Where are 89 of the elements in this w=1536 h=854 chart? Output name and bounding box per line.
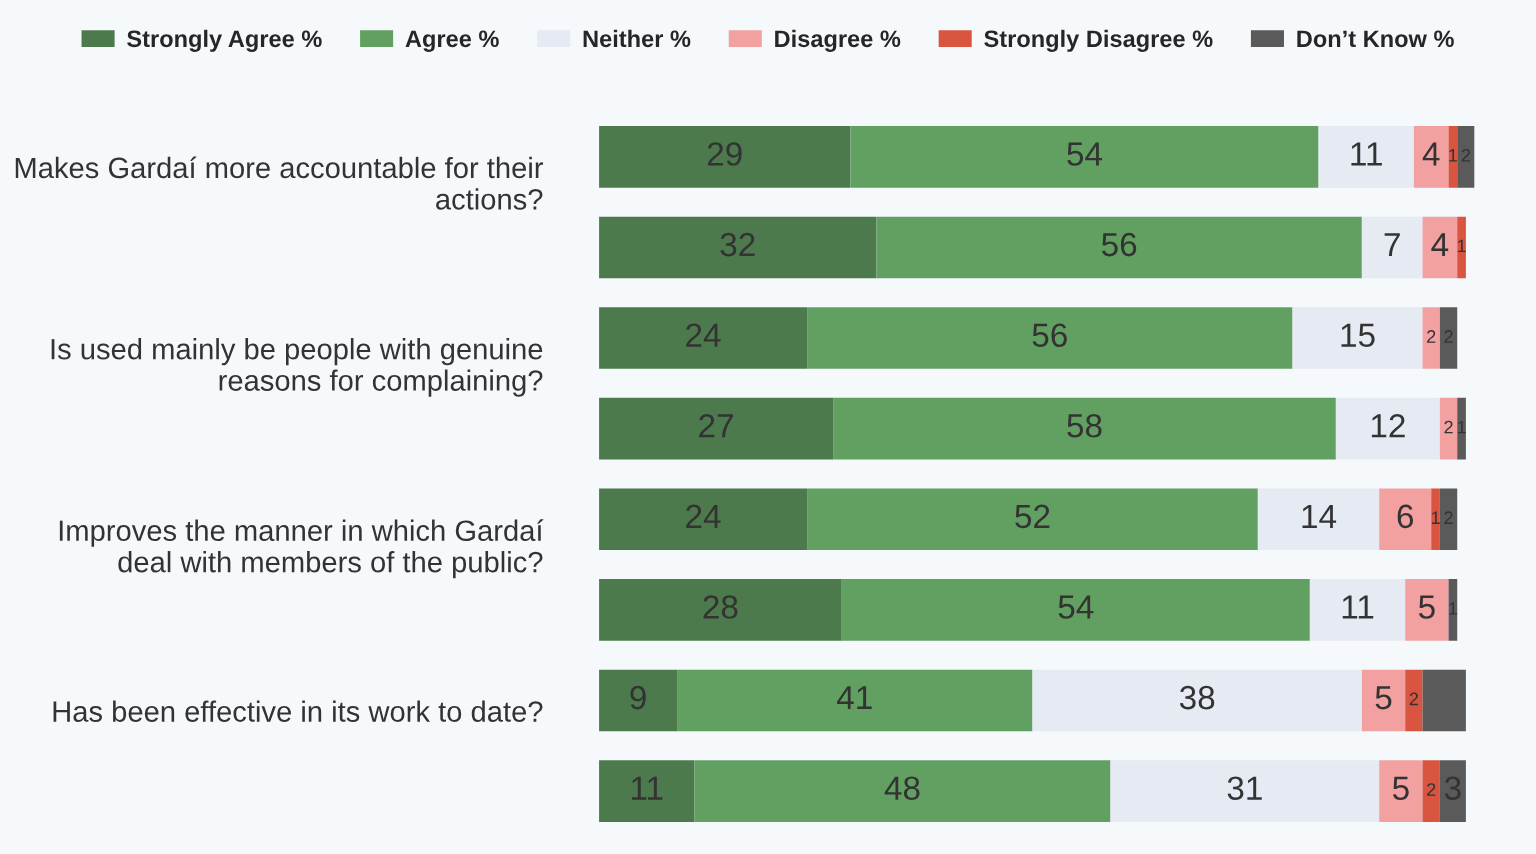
bar bbox=[1361, 669, 1406, 732]
bar bbox=[850, 126, 1319, 188]
data-label: 32 bbox=[720, 232, 755, 257]
legend-label: Neither % bbox=[583, 29, 691, 48]
legend-label: Strongly Disagree % bbox=[984, 29, 1213, 52]
bar bbox=[599, 126, 851, 188]
bar bbox=[807, 307, 1293, 369]
data-label: 48 bbox=[884, 776, 920, 801]
bar bbox=[677, 669, 1033, 732]
bar bbox=[1379, 488, 1432, 551]
data-label: 56 bbox=[1032, 323, 1067, 348]
data-label: 2 bbox=[1427, 783, 1436, 796]
data-label: 5 bbox=[1418, 595, 1435, 619]
data-label: 11 bbox=[631, 776, 663, 800]
bar bbox=[1422, 669, 1466, 732]
data-label: 58 bbox=[1067, 414, 1102, 438]
bar bbox=[833, 397, 1336, 460]
data-label: 5 bbox=[1392, 776, 1409, 801]
bar bbox=[1257, 488, 1380, 551]
bar bbox=[841, 579, 1310, 641]
bar bbox=[1457, 126, 1475, 188]
data-label: 1 bbox=[1449, 149, 1458, 162]
data-label: 6 bbox=[1397, 504, 1414, 529]
legend-label: Agree % bbox=[405, 30, 499, 52]
data-label: 38 bbox=[1179, 685, 1215, 710]
bar bbox=[1292, 307, 1423, 369]
bar bbox=[1379, 760, 1423, 822]
bar bbox=[599, 669, 678, 732]
data-label: 12 bbox=[1371, 414, 1405, 438]
data-label: 56 bbox=[1101, 232, 1137, 257]
data-label: 15 bbox=[1341, 323, 1375, 348]
data-label: 54 bbox=[1067, 142, 1103, 166]
bar bbox=[599, 397, 834, 460]
data-label: 4 bbox=[1422, 142, 1440, 166]
bar bbox=[1431, 488, 1440, 551]
data-label: 2 bbox=[1444, 420, 1453, 434]
data-label: 24 bbox=[686, 323, 721, 347]
bar bbox=[1110, 760, 1380, 822]
bar bbox=[1439, 307, 1458, 369]
bar bbox=[1405, 669, 1423, 732]
bar bbox=[1422, 760, 1440, 822]
bar bbox=[1335, 397, 1440, 460]
bar bbox=[1405, 579, 1449, 641]
y-tick-label: Is used mainly be people with genuine reasons for complaining? bbox=[51, 338, 543, 397]
data-label: 28 bbox=[703, 595, 738, 619]
data-label: 4 bbox=[1431, 233, 1449, 257]
data-label: 1 bbox=[1457, 239, 1466, 253]
data-label: 52 bbox=[1015, 504, 1050, 529]
bar bbox=[1422, 307, 1440, 369]
legend-label: Strongly Agree % bbox=[127, 29, 322, 52]
data-label: 9 bbox=[630, 685, 646, 710]
legend-label: Disagree % bbox=[775, 29, 901, 52]
data-label: 2 bbox=[1409, 692, 1418, 706]
bar bbox=[1457, 397, 1466, 460]
y-tick-label: Improves the manner in which Gardaí deal with members of the public? bbox=[59, 519, 544, 579]
bar bbox=[694, 760, 1111, 822]
bar bbox=[1439, 760, 1466, 822]
bar bbox=[1439, 488, 1458, 551]
data-label: 11 bbox=[1351, 142, 1382, 166]
bar bbox=[1032, 669, 1362, 732]
data-label: 24 bbox=[686, 504, 721, 528]
bar bbox=[599, 760, 695, 822]
bar bbox=[876, 216, 1362, 279]
bar bbox=[1413, 126, 1449, 188]
bar bbox=[1422, 216, 1458, 279]
data-label: 54 bbox=[1058, 595, 1094, 619]
legend-label: Don’t Know % bbox=[1297, 30, 1454, 48]
bar bbox=[599, 579, 842, 641]
data-label: 31 bbox=[1227, 776, 1262, 801]
data-label: 41 bbox=[836, 686, 872, 710]
data-label: 2 bbox=[1427, 330, 1436, 343]
y-tick-label: Makes Gardaí more accountable for their actions? bbox=[15, 156, 544, 210]
bar bbox=[1361, 216, 1423, 279]
bar bbox=[1439, 397, 1458, 460]
data-label: 1 bbox=[1431, 511, 1440, 524]
bar bbox=[1309, 579, 1406, 641]
bar bbox=[807, 488, 1258, 551]
bar bbox=[599, 216, 877, 279]
data-label: 14 bbox=[1302, 504, 1337, 528]
y-tick-label: Has been effective in its work to date? bbox=[53, 700, 543, 722]
bar bbox=[599, 488, 808, 551]
bar bbox=[1457, 216, 1466, 279]
data-label: 11 bbox=[1342, 595, 1374, 619]
bar bbox=[1318, 126, 1414, 188]
bar bbox=[599, 307, 808, 369]
data-label: 27 bbox=[699, 414, 733, 438]
data-label: 5 bbox=[1375, 686, 1392, 710]
data-label: 29 bbox=[707, 142, 742, 166]
data-label: 7 bbox=[1384, 233, 1400, 257]
